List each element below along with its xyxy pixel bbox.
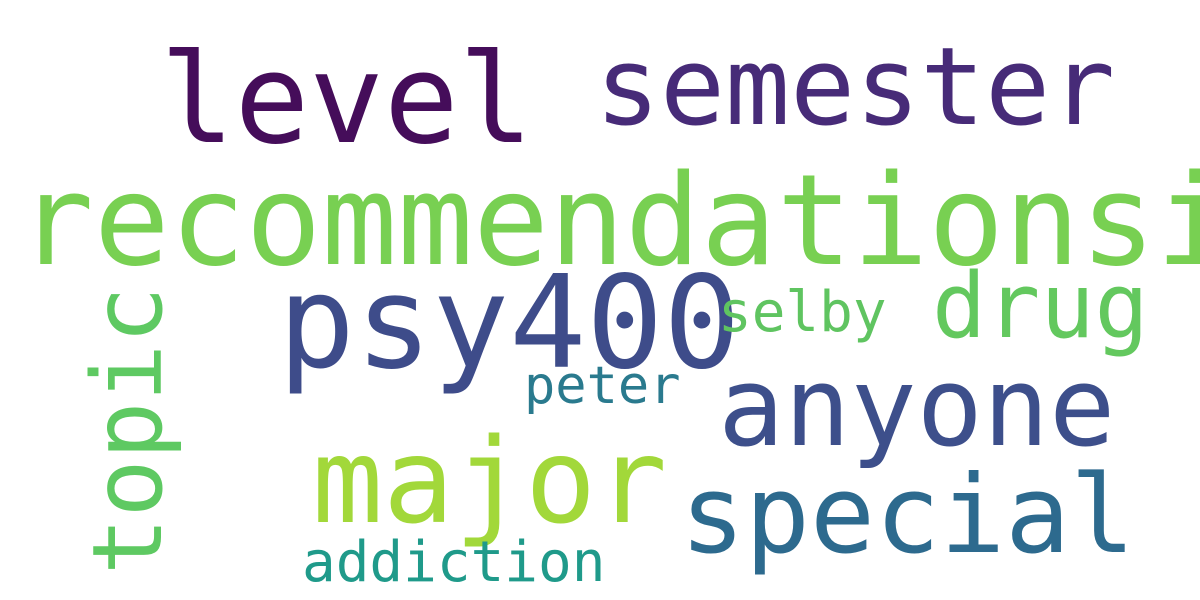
word-anyone: anyone (718, 343, 1116, 471)
word-topic: topic (72, 286, 184, 575)
word-level: level (160, 28, 534, 172)
word-peter: peter (524, 356, 681, 416)
word-drug: drug (932, 254, 1149, 359)
word-special: special (680, 453, 1136, 578)
word-major: major (312, 412, 668, 550)
word-selby: selby (718, 280, 887, 345)
word-recommendationsi: recommendationsi (18, 147, 1200, 294)
word-addiction: addiction (302, 530, 606, 595)
word-psy400: psy400 (278, 249, 741, 398)
word-semester: semester (595, 25, 1116, 150)
